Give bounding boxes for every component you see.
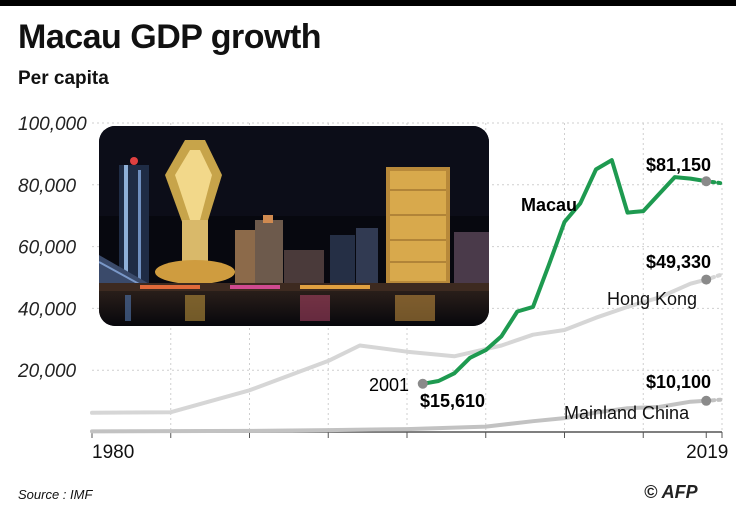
endpoint-dot [701,395,712,406]
y-tick-label: 40,000 [18,299,77,320]
series-line-macau [420,158,709,386]
value-label-mainland-china-2019: $10,100 [646,372,711,392]
top-rule [0,0,736,6]
source-note: Source : IMF [18,487,93,502]
y-tick-label: 20,000 [17,361,77,382]
afp-credit-logo: © AFP [644,482,698,502]
y-tick-label: 80,000 [18,176,77,197]
series-line-hong-kong [90,277,709,415]
series-layer [90,158,724,434]
macau-skyline-photo [99,126,489,326]
series-label-macau: Macau [521,195,577,215]
x-tick-label: 2019 [686,442,728,463]
chart-subtitle: Per capita [18,68,109,89]
start-year-label: 2001 [369,375,409,395]
y-tick-label: 60,000 [18,238,77,259]
endpoint-dot [701,274,712,285]
value-label-macau-2019: $81,150 [646,155,711,175]
value-label-hong-kong-2019: $49,330 [646,252,711,272]
series-label-hong-kong: Hong Kong [607,289,697,309]
start-dot [417,378,428,389]
endpoint-dot [701,176,712,187]
series-label-mainland-china: Mainland China [564,403,690,423]
chart-title: Macau GDP growth [18,18,322,56]
x-tick-label: 1980 [92,442,134,463]
label-layer: 20,000 40,000 60,000 80,000 100,000 1980 2019 M… [17,114,728,463]
y-tick-label: 100,000 [18,114,87,135]
value-label-macau-2001: $15,610 [420,391,485,411]
series-line-mainland-china [90,398,709,434]
